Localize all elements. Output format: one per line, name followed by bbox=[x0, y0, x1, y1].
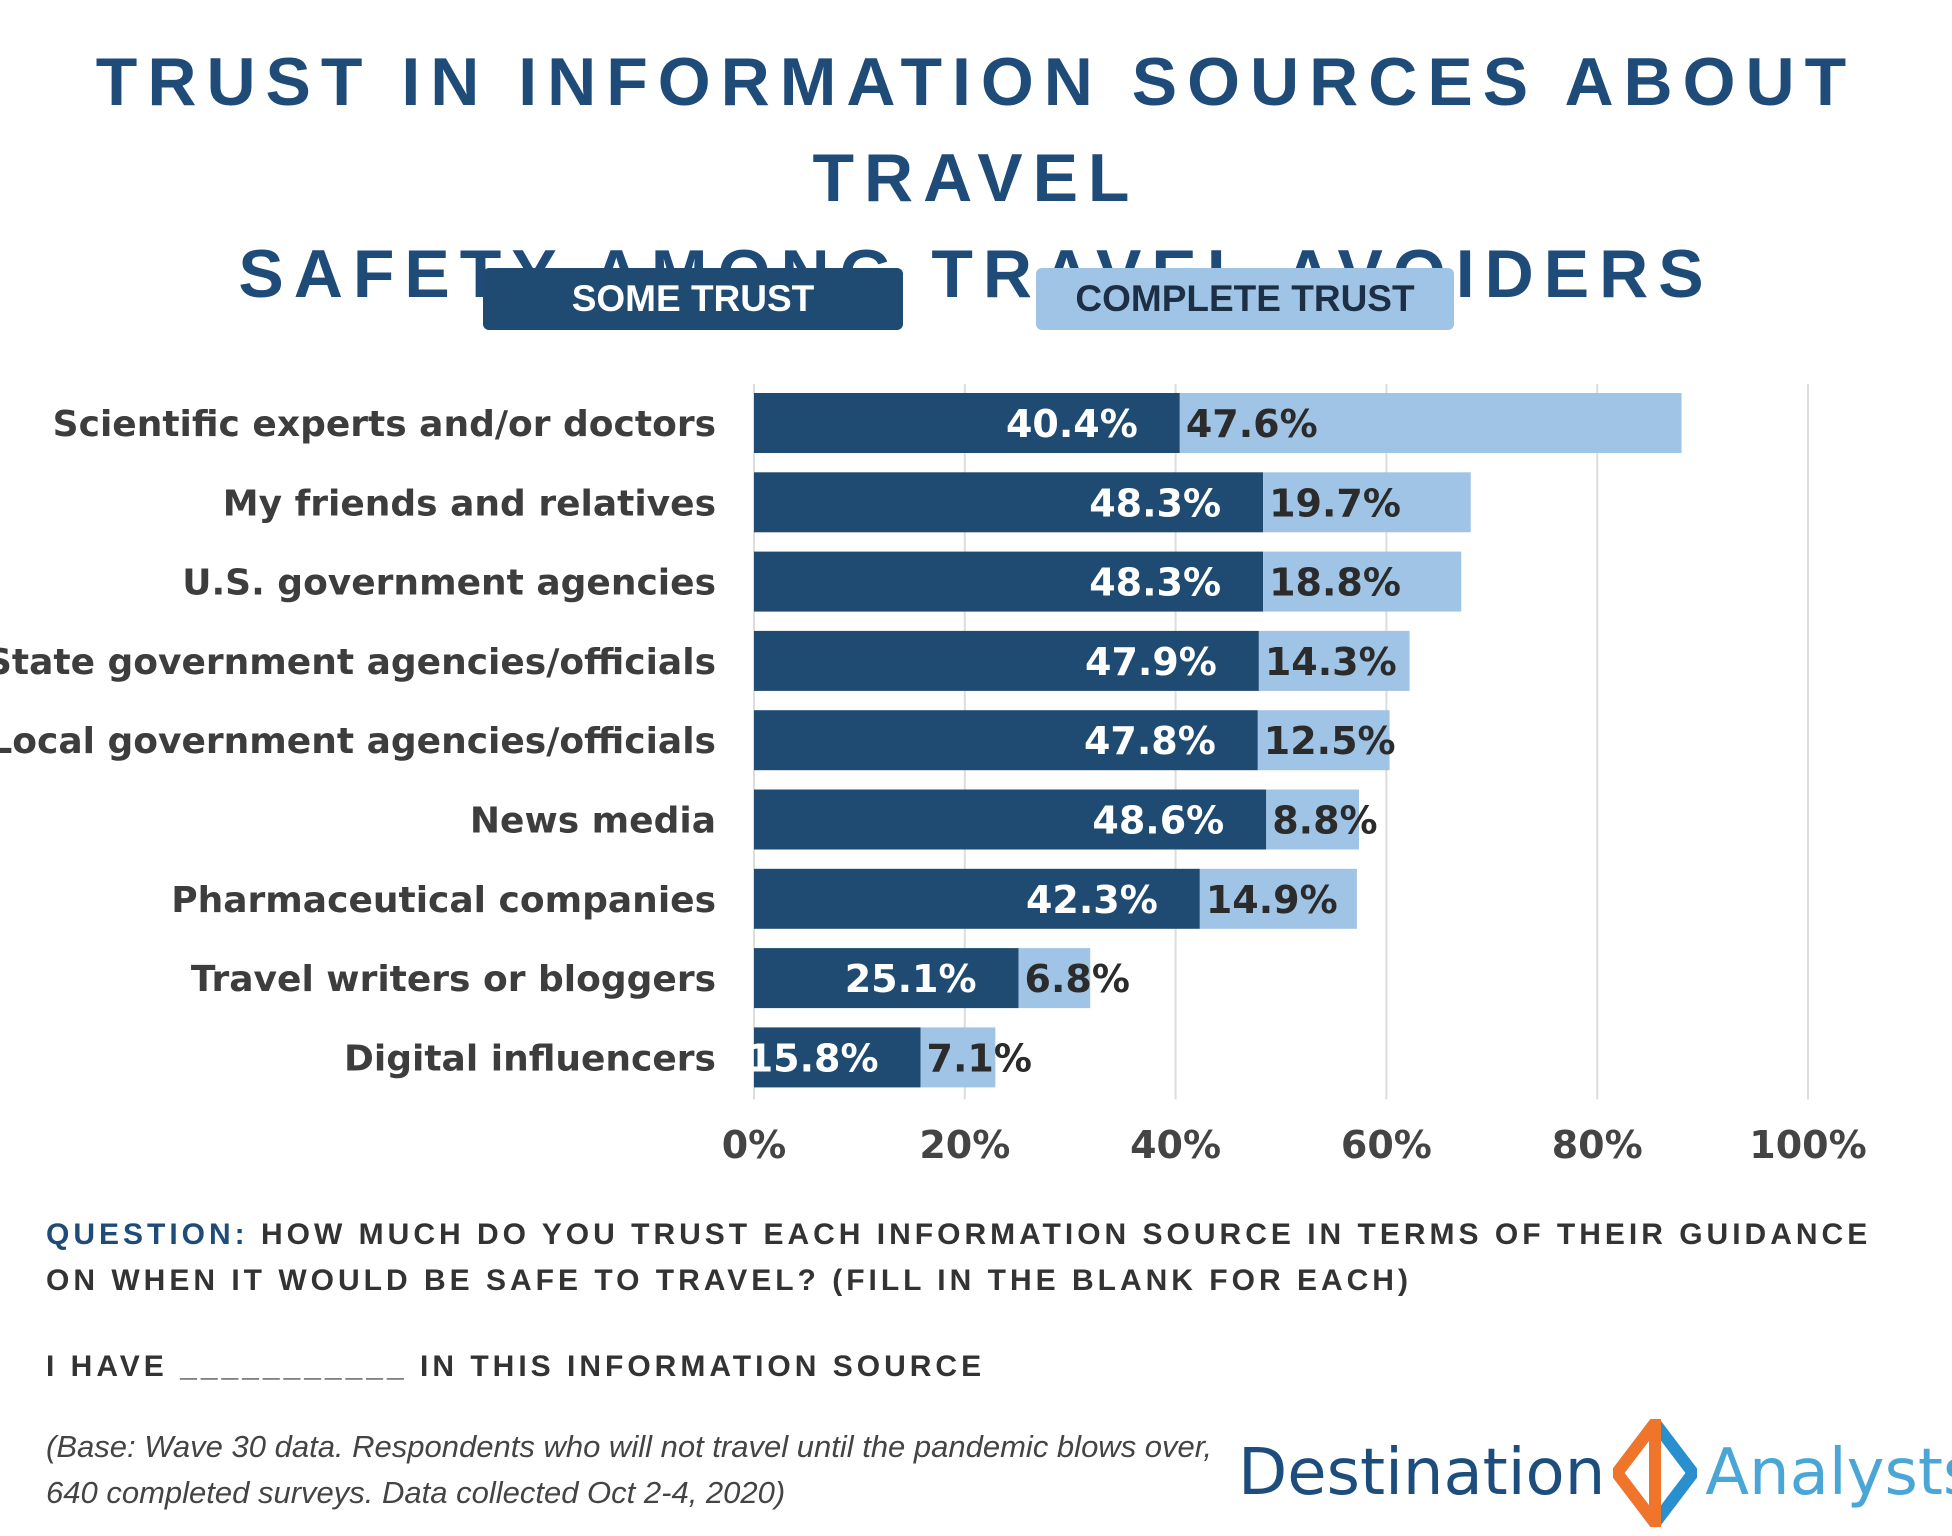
category-label-8: Digital influencers bbox=[344, 1038, 716, 1079]
logo-word-destination: Destination bbox=[1238, 1436, 1606, 1510]
bar-some-trust-8 bbox=[754, 1027, 921, 1088]
category-label-2: U.S. government agencies bbox=[182, 563, 716, 604]
x-axis-ticks: 0% 20% 40% 60% 80% 100% bbox=[722, 1123, 1867, 1167]
bar-complete-trust-1 bbox=[1263, 472, 1471, 533]
bar-complete-trust-4 bbox=[1257, 710, 1390, 771]
chart-title: TRUST IN INFORMATION SOURCES ABOUT TRAVE… bbox=[0, 34, 1952, 322]
x-tick-label-80: 80% bbox=[1552, 1123, 1643, 1167]
category-label-1: My friends and relatives bbox=[223, 483, 716, 524]
value-label-complete-trust-5: 8.8% bbox=[1272, 799, 1377, 843]
labels: Scientific experts and/or doctors 40.4% 47… bbox=[0, 402, 1401, 1080]
legend-some-trust: SOME TRUST bbox=[483, 268, 903, 330]
value-label-some-trust-0: 40.4% bbox=[1006, 402, 1138, 446]
category-label-3: State government agencies/officials bbox=[0, 642, 716, 683]
bar-complete-trust-3 bbox=[1258, 630, 1410, 691]
x-tick-label-60: 60% bbox=[1341, 1123, 1432, 1167]
base-note: (Base: Wave 30 data. Respondents who wil… bbox=[46, 1429, 1213, 1510]
x-tick-label-0: 0% bbox=[722, 1123, 787, 1167]
x-tick-label-40: 40% bbox=[1130, 1123, 1221, 1167]
bar-complete-trust-6 bbox=[1199, 868, 1357, 929]
chart-title-line-2: SAFETY AMONG TRAVEL AVOIDERS bbox=[238, 236, 1714, 312]
category-label-0: Scientific experts and/or doctors bbox=[53, 404, 716, 445]
category-label-4: Local government agencies/officials bbox=[0, 721, 716, 762]
value-label-complete-trust-6: 14.9% bbox=[1206, 878, 1338, 922]
bar-some-trust-4 bbox=[754, 710, 1258, 771]
value-label-complete-trust-0: 47.6% bbox=[1186, 402, 1318, 446]
value-label-some-trust-4: 47.8% bbox=[1084, 719, 1216, 763]
value-label-some-trust-2: 48.3% bbox=[1089, 561, 1221, 605]
value-label-complete-trust-7: 6.8% bbox=[1025, 957, 1130, 1001]
category-label-6: Pharmaceutical companies bbox=[171, 880, 716, 921]
category-label-5: News media bbox=[470, 801, 716, 842]
logo-word-analysts: Analysts bbox=[1705, 1436, 1952, 1510]
bar-some-trust-0 bbox=[754, 393, 1180, 453]
bars bbox=[754, 393, 1682, 1088]
bar-complete-trust-2 bbox=[1263, 551, 1462, 612]
bar-some-trust-1 bbox=[754, 472, 1264, 533]
value-label-some-trust-6: 42.3% bbox=[1026, 878, 1158, 922]
destination-analysts-logo: Destination Analysts bbox=[1238, 1418, 1952, 1528]
fill-in-statement: I HAVE ___________ IN THIS INFORMATION S… bbox=[46, 1350, 986, 1383]
value-label-complete-trust-3: 14.3% bbox=[1265, 640, 1397, 684]
legend-complete-trust-label: COMPLETE TRUST bbox=[1075, 278, 1415, 319]
value-label-complete-trust-2: 18.8% bbox=[1269, 561, 1401, 605]
value-label-some-trust-8: 15.8% bbox=[747, 1036, 879, 1080]
value-label-complete-trust-1: 19.7% bbox=[1269, 481, 1401, 525]
value-label-complete-trust-4: 12.5% bbox=[1264, 719, 1396, 763]
question-text: QUESTION: HOW MUCH DO YOU TRUST EACH INF… bbox=[46, 1212, 1906, 1304]
value-label-some-trust-7: 25.1% bbox=[845, 957, 977, 1001]
bar-some-trust-2 bbox=[754, 551, 1264, 612]
value-label-complete-trust-8: 7.1% bbox=[927, 1036, 1032, 1080]
bar-complete-trust-5 bbox=[1266, 789, 1359, 850]
legend-complete-trust: COMPLETE TRUST bbox=[1036, 268, 1454, 330]
x-tick-label-20: 20% bbox=[919, 1123, 1010, 1167]
question-key: QUESTION: bbox=[46, 1218, 249, 1251]
value-label-some-trust-5: 48.6% bbox=[1092, 799, 1224, 843]
bar-some-trust-6 bbox=[754, 868, 1200, 929]
chart-title-line-1: TRUST IN INFORMATION SOURCES ABOUT TRAVE… bbox=[95, 44, 1857, 216]
logo-diamond-icon bbox=[1613, 1419, 1698, 1527]
bar-complete-trust-8 bbox=[920, 1027, 996, 1088]
bar-some-trust-3 bbox=[754, 630, 1259, 691]
bar-some-trust-7 bbox=[754, 948, 1019, 1009]
bar-complete-trust-0 bbox=[1179, 393, 1682, 453]
x-tick-label-100: 100% bbox=[1749, 1123, 1866, 1167]
stacked-bar-chart: Scientific experts and/or doctors 40.4% 47… bbox=[0, 384, 1867, 1167]
legend-some-trust-label: SOME TRUST bbox=[571, 278, 815, 319]
value-label-some-trust-1: 48.3% bbox=[1089, 481, 1221, 525]
bar-some-trust-5 bbox=[754, 789, 1267, 850]
category-label-7: Travel writers or bloggers bbox=[191, 959, 716, 1000]
bar-complete-trust-7 bbox=[1018, 948, 1091, 1009]
value-label-some-trust-3: 47.9% bbox=[1085, 640, 1217, 684]
question-body: HOW MUCH DO YOU TRUST EACH INFORMATION S… bbox=[46, 1218, 1872, 1297]
